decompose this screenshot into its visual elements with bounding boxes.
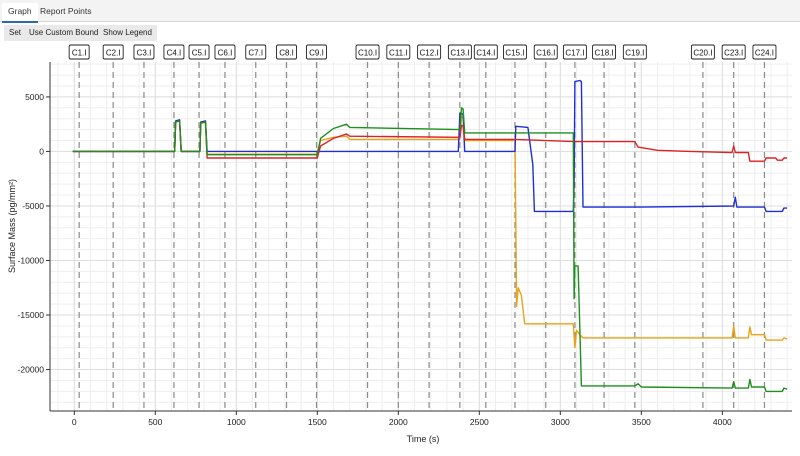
marker-label[interactable]: C5.I xyxy=(188,44,210,60)
marker-label[interactable]: C16.I xyxy=(533,44,558,60)
marker-label-text: C23.I xyxy=(724,49,743,58)
tab-graph[interactable]: Graph xyxy=(2,3,38,23)
x-tick-label: 500 xyxy=(148,417,162,427)
axes: 0 500 1000 1500 2000 2500 3000 3500 4000 5000 0 -50… xyxy=(18,62,792,427)
marker-label[interactable]: C15.I xyxy=(503,44,527,60)
marker-label-text: C12.I xyxy=(420,49,439,58)
marker-label-box xyxy=(188,44,210,60)
tab-bar: Graph Report Points xyxy=(0,0,800,23)
set-button[interactable]: Set xyxy=(4,25,27,41)
marker-label-box xyxy=(386,44,411,60)
marker-label[interactable]: C2.I xyxy=(102,44,124,60)
marker-label-box xyxy=(68,44,90,60)
y-tick-label: -5000 xyxy=(22,201,44,211)
marker-label-text: C18.I xyxy=(595,49,614,58)
marker-label-text: C16.I xyxy=(536,49,555,58)
marker-label-text: C3.I xyxy=(137,49,152,58)
marker-label[interactable]: C1.I xyxy=(68,44,90,60)
x-tick-label: 3500 xyxy=(632,417,651,427)
marker-label-box xyxy=(276,44,297,60)
marker-label-box xyxy=(163,44,185,60)
x-tick-label: 1000 xyxy=(227,417,246,427)
marker-label-box xyxy=(417,44,442,60)
marker-label-box xyxy=(214,44,236,60)
series-line-4 xyxy=(72,107,788,393)
marker-label-box xyxy=(690,44,715,60)
tab-report-points[interactable]: Report Points xyxy=(40,6,92,16)
marker-label-text: C17.I xyxy=(565,49,584,58)
marker-label[interactable]: C20.I xyxy=(690,44,715,60)
marker-label[interactable]: C14.I xyxy=(473,44,498,60)
marker-label-box xyxy=(622,44,647,60)
x-tick-label: 4000 xyxy=(713,417,732,427)
marker-labels: C1.I C2.I C3.I C4.I C5.I C6.I C7.I C8.I C9.I C10.… xyxy=(68,44,777,60)
x-tick-label: 1500 xyxy=(308,417,327,427)
marker-label-box xyxy=(562,44,587,60)
marker-label-text: C15.I xyxy=(505,49,524,58)
marker-label[interactable]: C10.I xyxy=(355,44,380,60)
marker-label[interactable]: C9.I xyxy=(306,44,327,60)
x-axis-title: Time (s) xyxy=(407,434,440,444)
marker-label-text: C10.I xyxy=(358,49,377,58)
marker-label-text: C6.I xyxy=(218,49,233,58)
marker-label[interactable]: C17.I xyxy=(562,44,587,60)
x-tick-label: 3000 xyxy=(551,417,570,427)
x-tick-label: 0 xyxy=(72,417,77,427)
marker-label[interactable]: C18.I xyxy=(592,44,617,60)
y-tick-label: -20000 xyxy=(18,365,45,375)
series-lines xyxy=(72,79,788,393)
marker-label-box xyxy=(102,44,124,60)
marker-label-text: C2.I xyxy=(106,49,121,58)
marker-label[interactable]: C8.I xyxy=(276,44,297,60)
marker-label-text: C11.I xyxy=(389,49,408,58)
y-tick-label: -15000 xyxy=(18,310,45,320)
marker-label[interactable]: C11.I xyxy=(386,44,411,60)
toolbar: Set Use Custom Bounds Show Legend xyxy=(0,24,800,42)
marker-label-box xyxy=(503,44,527,60)
marker-label-text: C9.I xyxy=(309,49,324,58)
y-axis-title: Surface Mass (pg/mm²) xyxy=(7,179,17,273)
marker-label-text: C5.I xyxy=(192,49,207,58)
y-tick-label: 0 xyxy=(39,146,44,156)
y-tick-label: -10000 xyxy=(18,255,45,265)
marker-label-box xyxy=(721,44,746,60)
marker-label-text: C19.I xyxy=(625,49,644,58)
marker-label[interactable]: C24.I xyxy=(752,44,777,60)
event-markers xyxy=(78,62,766,411)
grid xyxy=(50,62,792,411)
marker-label-text: C7.I xyxy=(248,49,263,58)
marker-label-box xyxy=(355,44,380,60)
marker-label-text: C8.I xyxy=(279,49,294,58)
marker-label-box xyxy=(533,44,558,60)
marker-label-text: C1.I xyxy=(72,49,87,58)
series-line-2 xyxy=(72,79,788,213)
marker-label-text: C20.I xyxy=(693,49,712,58)
marker-label[interactable]: C13.I xyxy=(447,44,472,60)
marker-label-text: C4.I xyxy=(167,49,182,58)
use-custom-bounds-button[interactable]: Use Custom Bounds xyxy=(24,25,108,41)
marker-label-box xyxy=(592,44,617,60)
marker-label[interactable]: C12.I xyxy=(417,44,442,60)
marker-label-text: C14.I xyxy=(476,49,495,58)
marker-label-box xyxy=(306,44,327,60)
x-tick-label: 2000 xyxy=(389,417,408,427)
y-tick-label: 5000 xyxy=(25,92,44,102)
marker-label[interactable]: C19.I xyxy=(622,44,647,60)
marker-label-box xyxy=(245,44,267,60)
marker-label[interactable]: C4.I xyxy=(163,44,185,60)
marker-label[interactable]: C23.I xyxy=(721,44,746,60)
marker-label-box xyxy=(752,44,777,60)
marker-label-box xyxy=(133,44,155,60)
marker-label-text: C13.I xyxy=(450,49,469,58)
x-tick-label: 2500 xyxy=(470,417,489,427)
marker-label-box xyxy=(447,44,472,60)
marker-label[interactable]: C7.I xyxy=(245,44,267,60)
marker-label-box xyxy=(473,44,498,60)
marker-label[interactable]: C6.I xyxy=(214,44,236,60)
marker-label[interactable]: C3.I xyxy=(133,44,155,60)
show-legend-button[interactable]: Show Legend xyxy=(98,25,157,41)
marker-label-text: C24.I xyxy=(755,49,774,58)
